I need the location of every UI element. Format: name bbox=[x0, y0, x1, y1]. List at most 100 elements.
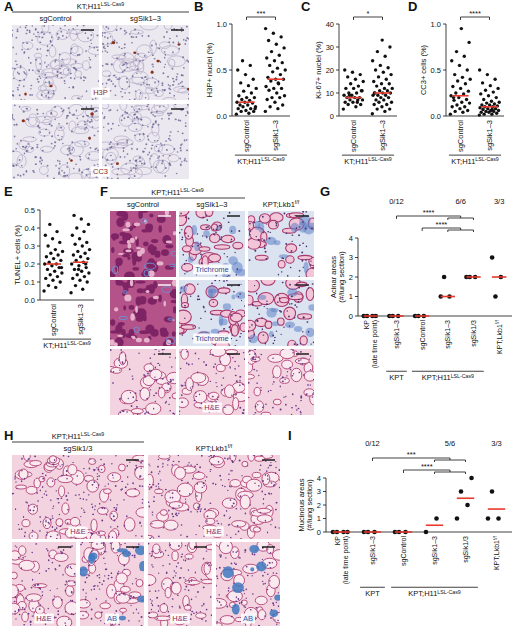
tissue bbox=[176, 73, 178, 75]
tissue bbox=[46, 494, 47, 496]
tissue bbox=[261, 317, 262, 319]
tissue bbox=[48, 81, 50, 83]
tissue bbox=[61, 65, 63, 67]
tissue bbox=[172, 280, 176, 287]
tissue bbox=[173, 231, 176, 235]
tissue bbox=[90, 34, 92, 36]
tissue bbox=[181, 27, 183, 29]
tissue bbox=[179, 398, 188, 408]
tissue bbox=[266, 223, 267, 224]
tissue bbox=[88, 459, 95, 465]
tissue bbox=[219, 280, 220, 281]
tissue bbox=[45, 525, 46, 527]
tissue bbox=[216, 275, 217, 277]
tissue bbox=[23, 79, 25, 81]
tissue bbox=[132, 482, 134, 484]
tissue bbox=[114, 342, 118, 346]
tissue bbox=[165, 338, 174, 346]
tissue bbox=[205, 364, 207, 366]
tissue bbox=[162, 89, 164, 91]
tissue bbox=[284, 307, 296, 319]
tissue bbox=[76, 110, 77, 112]
tissue bbox=[52, 526, 54, 528]
tissue bbox=[277, 301, 279, 303]
tissue bbox=[50, 112, 52, 114]
tissue bbox=[149, 213, 153, 217]
tissue bbox=[77, 98, 79, 100]
figure: AKT;H11LSL-Cas9sgControlsgSik1–3H3PCC3FK… bbox=[0, 0, 520, 631]
tissue bbox=[169, 264, 176, 267]
tissue bbox=[182, 132, 184, 134]
tissue bbox=[170, 112, 172, 114]
tissue bbox=[12, 493, 13, 494]
tissue bbox=[106, 159, 108, 161]
tissue bbox=[45, 519, 46, 521]
tissue bbox=[211, 282, 213, 284]
tissue bbox=[231, 334, 233, 336]
tissue bbox=[280, 409, 282, 411]
tissue bbox=[91, 119, 93, 121]
tissue bbox=[155, 367, 156, 369]
tissue bbox=[100, 536, 102, 537]
tissue bbox=[33, 510, 35, 512]
tissue bbox=[136, 467, 138, 469]
tissue bbox=[155, 349, 156, 350]
tissue bbox=[75, 538, 77, 539]
tissue bbox=[61, 475, 63, 477]
tissue bbox=[240, 323, 245, 332]
tissue bbox=[150, 155, 152, 157]
tissue bbox=[200, 318, 202, 319]
tissue bbox=[124, 295, 131, 302]
tissue bbox=[120, 489, 122, 491]
tissue bbox=[119, 352, 126, 365]
tissue bbox=[36, 109, 38, 111]
tissue bbox=[253, 359, 255, 360]
tissue bbox=[234, 252, 235, 253]
tissue bbox=[135, 280, 145, 283]
tissue bbox=[42, 473, 44, 474]
tissue bbox=[260, 354, 262, 355]
tissue bbox=[175, 357, 176, 358]
tissue bbox=[40, 48, 41, 49]
tissue bbox=[88, 154, 90, 156]
tissue bbox=[93, 481, 95, 483]
tissue bbox=[45, 490, 46, 492]
tissue bbox=[131, 106, 132, 108]
tissue bbox=[163, 36, 165, 38]
tissue bbox=[89, 59, 91, 61]
tissue bbox=[162, 378, 164, 380]
tissue bbox=[281, 257, 283, 259]
tissue bbox=[46, 66, 48, 68]
tissue bbox=[181, 401, 183, 403]
tissue bbox=[94, 460, 95, 461]
tissue bbox=[272, 358, 274, 359]
tissue bbox=[67, 115, 69, 117]
tissue bbox=[199, 247, 210, 251]
tissue bbox=[206, 236, 208, 237]
tissue bbox=[167, 337, 175, 343]
tissue bbox=[313, 341, 314, 343]
tissue bbox=[110, 370, 111, 372]
tissue bbox=[100, 459, 102, 461]
tissue bbox=[61, 108, 62, 110]
tissue bbox=[168, 118, 170, 120]
tissue bbox=[192, 363, 193, 365]
tissue bbox=[36, 113, 38, 115]
scale-bar bbox=[81, 29, 94, 30]
tissue bbox=[220, 236, 222, 237]
tissue bbox=[76, 484, 78, 485]
tissue bbox=[63, 59, 77, 65]
tissue bbox=[115, 95, 117, 96]
tissue bbox=[55, 59, 57, 60]
tissue bbox=[105, 152, 116, 164]
tissue bbox=[178, 48, 180, 50]
tissue bbox=[141, 35, 143, 37]
tissue bbox=[133, 167, 135, 169]
tissue bbox=[86, 168, 88, 169]
tissue bbox=[147, 104, 149, 105]
tissue bbox=[42, 478, 44, 480]
tissue bbox=[289, 284, 291, 286]
tissue bbox=[290, 369, 292, 370]
tissue bbox=[104, 508, 106, 510]
tissue bbox=[59, 53, 61, 55]
